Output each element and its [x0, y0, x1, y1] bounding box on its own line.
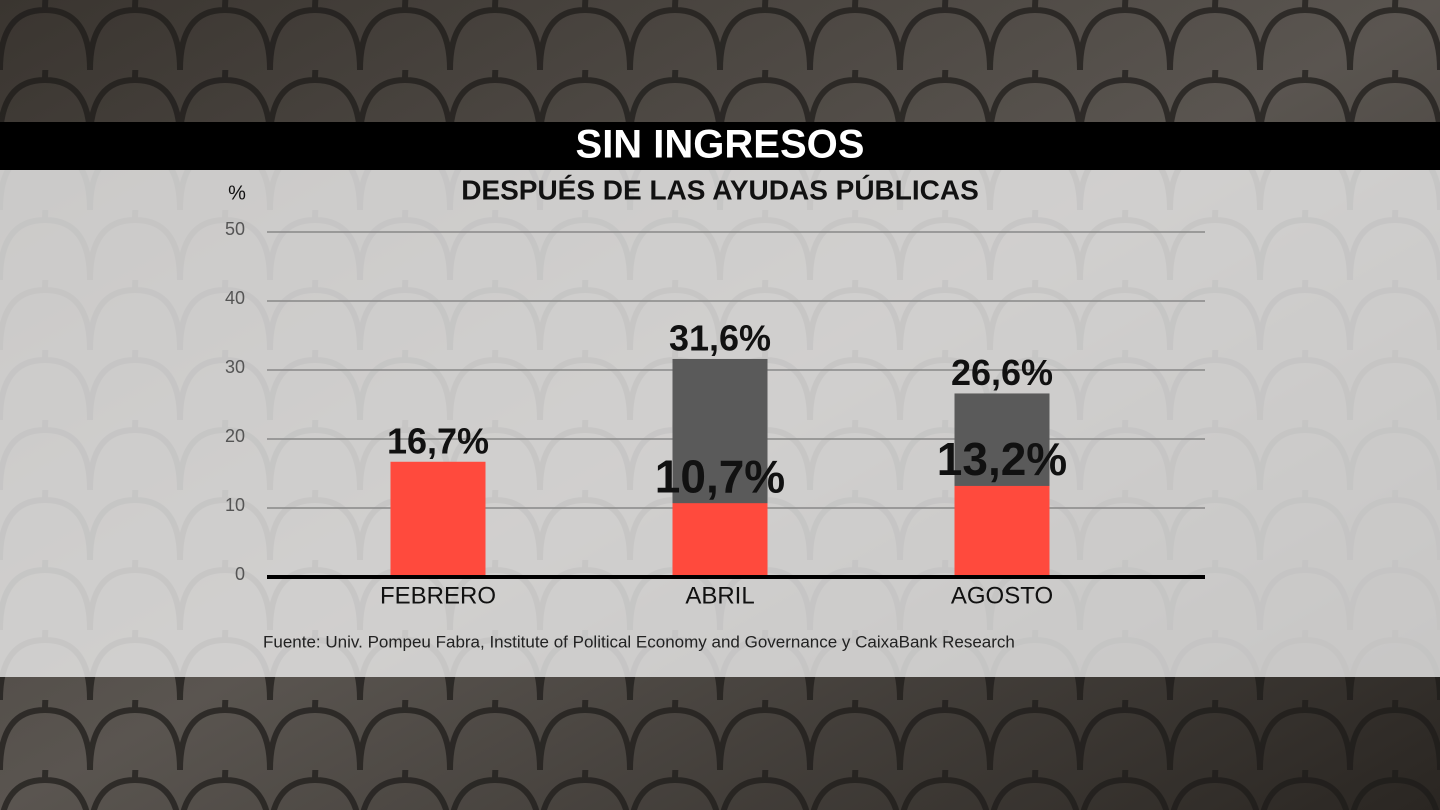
y-tick-label: 10	[225, 495, 245, 515]
value-label: 13,2%	[937, 433, 1067, 485]
y-tick-label: 50	[225, 219, 245, 239]
chart-subtitle: DESPUÉS DE LAS AYUDAS PÚBLICAS	[461, 174, 979, 205]
x-tick-label: ABRIL	[685, 582, 754, 609]
chart-title: SIN INGRESOS	[576, 123, 865, 167]
y-tick-label: 30	[225, 357, 245, 377]
value-label: 10,7%	[655, 450, 785, 502]
value-label: 16,7%	[387, 420, 489, 461]
bar	[672, 503, 768, 577]
y-tick-label: 20	[225, 426, 245, 446]
x-tick-label: AGOSTO	[951, 582, 1053, 609]
value-label: 31,6%	[669, 317, 771, 358]
value-label: 26,6%	[951, 352, 1053, 393]
bar	[954, 485, 1050, 577]
bar	[390, 461, 486, 577]
y-tick-label: 0	[235, 564, 245, 584]
x-tick-label: FEBRERO	[380, 582, 496, 609]
title-bar	[0, 122, 1440, 170]
y-tick-label: 40	[225, 288, 245, 308]
source-note: Fuente: Univ. Pompeu Fabra, Institute of…	[263, 632, 1015, 651]
y-axis-label: %	[228, 182, 246, 204]
